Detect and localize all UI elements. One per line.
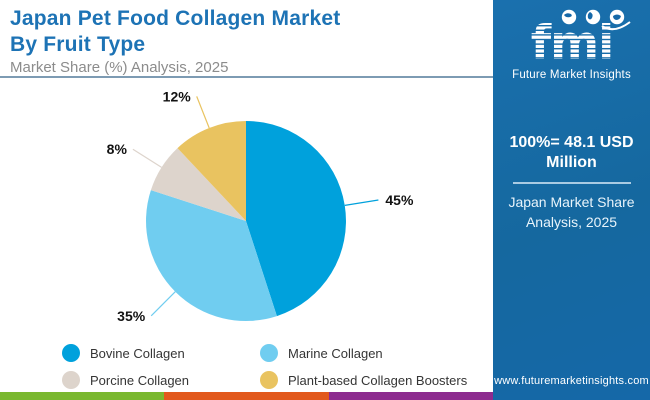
footer-stripe [0, 392, 493, 400]
pie-label-line [344, 199, 379, 206]
chart-panel: Japan Pet Food Collagen Market By Fruit … [0, 6, 493, 400]
analysis-caption: Japan Market Share Analysis, 2025 [493, 192, 650, 232]
legend-label: Plant-based Collagen Boosters [288, 372, 468, 388]
pie-value-label: 8% [107, 141, 128, 157]
pie-slice [246, 121, 346, 317]
legend-label: Marine Collagen [288, 345, 383, 361]
pie-slice [150, 148, 246, 221]
logo-tagline: Future Market Insights [512, 69, 631, 81]
pie-value-label: 12% [163, 88, 192, 104]
caption-line2: Analysis, 2025 [525, 214, 618, 230]
legend-item: Marine Collagen [260, 344, 467, 362]
page-title-line1: Japan Pet Food Collagen Market [10, 7, 341, 30]
pie-label-line [132, 148, 162, 168]
legend-item: Plant-based Collagen Boosters [260, 371, 467, 389]
page-subtitle: Market Share (%) Analysis, 2025 [10, 59, 229, 76]
legend-label: Porcine Collagen [90, 372, 190, 388]
fmi-logo-icon: fmi [530, 9, 631, 71]
header: Japan Pet Food Collagen Market By Fruit … [10, 6, 480, 76]
legend-swatch-icon [260, 344, 278, 362]
svg-text:fmi: fmi [530, 16, 613, 68]
legend-swatch-icon [62, 371, 80, 389]
website-link[interactable]: www.futuremarketinsights.com [494, 375, 649, 387]
legend-swatch-icon [62, 344, 80, 362]
legend-swatch-icon [260, 371, 278, 389]
pie-label-line [150, 291, 176, 317]
legend-item: Bovine Collagen [62, 344, 260, 362]
page-title-line2: By Fruit Type [10, 33, 146, 56]
pie-value-label: 35% [117, 308, 146, 324]
globe-icons [561, 9, 631, 31]
legend-item: Porcine Collagen [62, 371, 260, 389]
footer-stripe-segment [164, 392, 329, 400]
sidebar-divider [512, 182, 631, 184]
market-size-stat: 100%= 48.1 USD Million [493, 133, 650, 173]
chart-legend: Bovine Collagen Marine Collagen Porcine Co… [62, 344, 467, 389]
footer-stripe-segment [328, 392, 493, 400]
pie-chart: 45% 35% 8% 12% [107, 88, 414, 324]
legend-label: Bovine Collagen [90, 345, 185, 361]
header-divider [0, 76, 493, 78]
pie-slice [146, 190, 277, 321]
pie-slice [177, 120, 246, 221]
stat-line1: 100%= 48.1 USD [509, 134, 634, 151]
caption-line1: Japan Market Share [508, 194, 635, 210]
pie-value-label: 45% [385, 192, 414, 208]
pie-label-line [196, 96, 210, 129]
fmi-logo: fmi Future Market Insights [493, 8, 650, 81]
brand-sidebar: fmi Future Market Insights 100%= 48.1 US… [493, 0, 650, 400]
stat-line2: Million [546, 154, 597, 171]
footer-stripe-segment [0, 392, 165, 400]
